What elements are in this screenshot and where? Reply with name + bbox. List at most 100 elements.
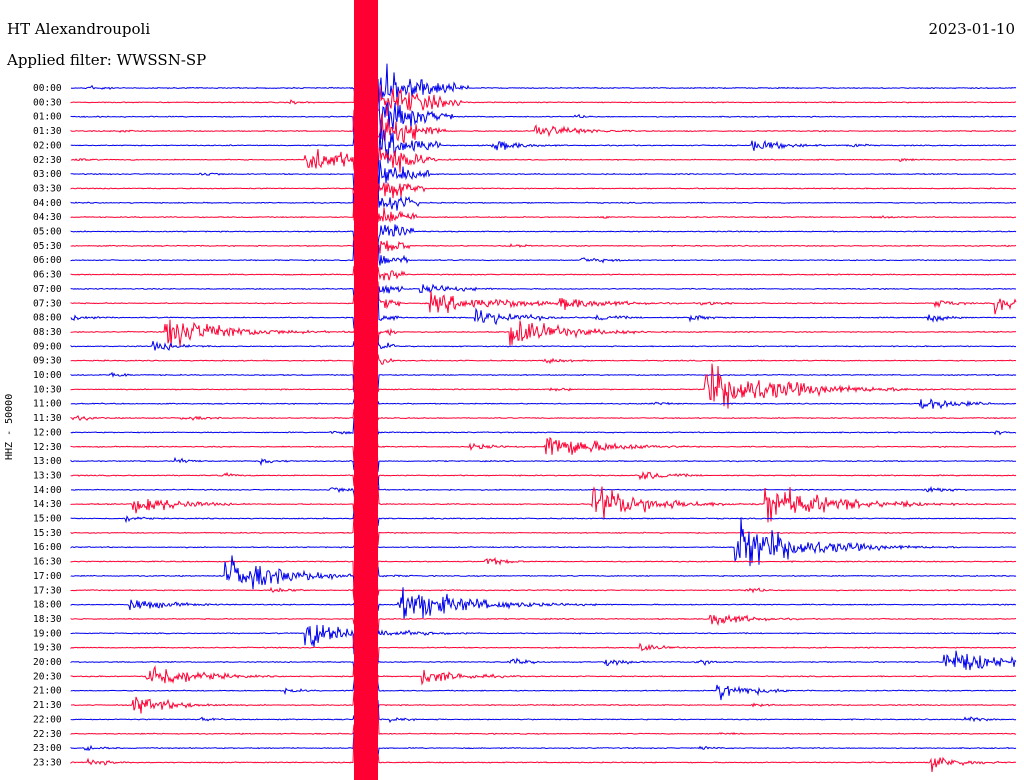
trace-line: [70, 235, 1017, 293]
trace-line: [70, 565, 1017, 622]
trace-line: [71, 676, 1017, 735]
time-label: 10:30: [33, 384, 62, 395]
trace-line: [70, 60, 1017, 116]
trace-line: [70, 517, 1017, 568]
time-label: 18:30: [33, 614, 62, 625]
trace-line: [70, 638, 1017, 683]
time-label: 10:00: [33, 370, 62, 381]
trace-line: [70, 579, 1016, 627]
trace-line: [70, 547, 1017, 604]
trace-line: [70, 735, 1017, 779]
trace-line: [70, 510, 1017, 562]
time-label: 12:00: [33, 427, 62, 438]
trace-line: [70, 251, 1017, 299]
time-label: 23:00: [33, 743, 62, 754]
trace-line: [70, 707, 1017, 759]
time-label: 22:00: [33, 714, 62, 725]
trace-line: [70, 351, 1017, 399]
time-label: 16:30: [33, 557, 62, 568]
trace-line: [70, 172, 1017, 236]
time-label: 01:30: [33, 126, 62, 137]
trace-line: [70, 322, 1017, 388]
trace-line: [70, 696, 1017, 742]
trace-line: [70, 438, 1017, 474]
trace-line: [70, 315, 1017, 365]
time-label: 12:30: [33, 442, 62, 453]
trace-line: [70, 292, 1017, 338]
time-label: 13:00: [33, 456, 62, 467]
trace-line: [70, 103, 1017, 151]
trace-line: [70, 479, 1017, 530]
time-label: 17:00: [33, 571, 62, 582]
time-label: 06:30: [33, 270, 62, 281]
trace-line: [70, 587, 1016, 640]
trace-line: [70, 84, 1017, 140]
trace-line: [70, 143, 1017, 184]
station-title: HT Alexandroupoli: [7, 20, 151, 38]
trace-line: [70, 385, 1017, 435]
time-label: 02:30: [33, 155, 62, 166]
trace-line: [70, 164, 1017, 221]
trace-line: [70, 201, 1017, 241]
time-label: 09:30: [33, 356, 62, 367]
trace-line: [70, 459, 1017, 520]
trace-line: [70, 454, 1017, 504]
time-label: 08:30: [33, 327, 62, 338]
time-label: 21:30: [33, 700, 62, 711]
time-label: 14:30: [33, 499, 62, 510]
trace-line: [70, 409, 1017, 456]
time-label: 04:30: [33, 212, 62, 223]
time-label: 00:30: [33, 97, 62, 108]
time-label: 09:00: [33, 341, 62, 352]
time-label: 15:00: [33, 514, 62, 525]
trace-line: [70, 600, 1017, 655]
time-label: 02:00: [33, 140, 62, 151]
time-label: 14:00: [33, 485, 62, 496]
time-label: 19:30: [33, 643, 62, 654]
trace-line: [70, 320, 1017, 367]
trace-line: [70, 110, 1017, 182]
trace-line: [70, 280, 1017, 326]
time-label: 22:30: [33, 729, 62, 740]
trace-line: [70, 71, 1017, 135]
time-label: 08:00: [33, 313, 62, 324]
record-date: 2023-01-10: [928, 20, 1015, 38]
trace-line: [70, 363, 1017, 411]
trace-line: [70, 496, 1017, 544]
time-label: 16:00: [33, 542, 62, 553]
time-label: 18:00: [33, 600, 62, 611]
trace-line: [70, 722, 1017, 767]
trace-line: [70, 155, 1017, 210]
time-label: 03:00: [33, 169, 62, 180]
time-label: 13:30: [33, 470, 62, 481]
time-labels: 00:00 00:30 01:00 01:30 02:00 02:30 03:00 03:30…: [33, 83, 62, 768]
time-label: 21:00: [33, 686, 62, 697]
filter-label: Applied filter: WWSSN-SP: [7, 51, 207, 69]
trace-line: [70, 428, 1017, 475]
time-label: 07:30: [33, 298, 62, 309]
time-label: 20:00: [33, 657, 62, 668]
time-label: 17:30: [33, 585, 62, 596]
trace-line: [70, 544, 1017, 599]
time-label: 19:00: [33, 628, 62, 639]
time-label: 06:00: [33, 255, 62, 266]
time-label: 11:30: [33, 413, 62, 424]
trace-line: [70, 391, 1017, 452]
time-label: 15:30: [33, 528, 62, 539]
time-label: 00:00: [33, 83, 62, 94]
trace-line: [70, 627, 1017, 669]
seismogram-traces: [70, 0, 1017, 780]
time-label: 04:00: [33, 198, 62, 209]
saturated-event-band: [354, 0, 378, 780]
time-label: 11:00: [33, 399, 62, 410]
time-label: 05:30: [33, 241, 62, 252]
trace-line: [70, 220, 1017, 271]
time-label: 20:30: [33, 671, 62, 682]
time-label: 01:00: [33, 112, 62, 123]
trace-line: [70, 202, 1017, 256]
trace-line: [70, 654, 1017, 707]
trace-line: [70, 259, 1016, 311]
time-label: 03:30: [33, 183, 62, 194]
time-label: 23:30: [33, 757, 62, 768]
